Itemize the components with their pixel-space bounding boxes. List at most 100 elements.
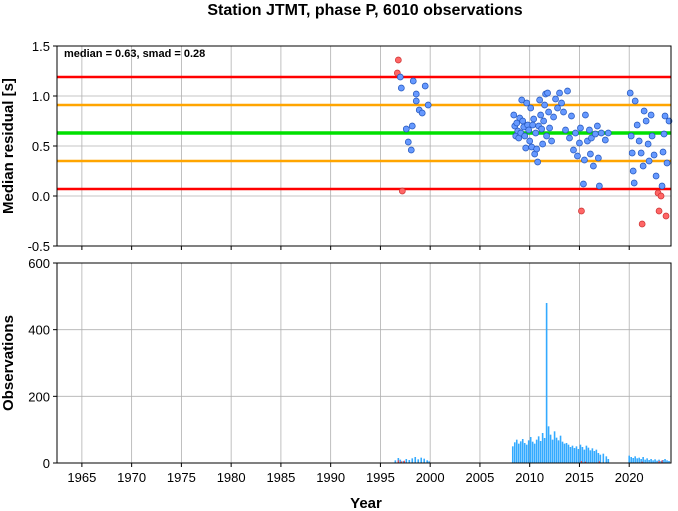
observation-bar: [565, 443, 568, 463]
observation-bar: [555, 437, 558, 463]
observation-bar: [529, 437, 532, 463]
residual-point: [396, 73, 404, 81]
residual-point: [566, 134, 573, 142]
observation-bar: [660, 461, 662, 463]
residual-point: [424, 101, 432, 109]
observation-bar: [535, 439, 538, 463]
residual-point: [580, 180, 587, 188]
residual-point: [536, 96, 543, 104]
observation-bar: [602, 453, 605, 463]
observation-bar: [642, 457, 644, 463]
observation-bar: [553, 431, 556, 463]
observation-bar: [644, 459, 646, 463]
residual-point: [590, 162, 597, 170]
y-tick-label: 400: [28, 323, 50, 338]
observations-grid: [57, 262, 671, 464]
residual-points: [393, 56, 673, 228]
residual-point: [418, 109, 426, 117]
observation-bar: [411, 458, 414, 463]
observation-bar: [656, 460, 658, 463]
residual-point: [638, 220, 646, 228]
observation-bar: [545, 303, 548, 463]
residual-point: [408, 122, 416, 130]
x-tick-label: 1975: [167, 470, 196, 485]
residual-point: [587, 150, 594, 158]
residual-point: [588, 134, 595, 142]
observations-bars: [394, 303, 670, 463]
observation-bar: [513, 442, 516, 463]
residual-point: [596, 182, 603, 190]
residual-point: [522, 144, 530, 152]
residual-point: [574, 152, 581, 160]
observation-bar: [549, 434, 552, 463]
stats-annotation: median = 0.63, smad = 0.28: [64, 48, 205, 60]
y-tick-label: 600: [28, 256, 50, 271]
residual-point: [552, 95, 559, 103]
observation-bar: [589, 450, 592, 463]
outlier-observation-bar: [661, 460, 663, 463]
residual-point: [421, 82, 429, 90]
residual-point: [540, 117, 547, 125]
observation-bar: [420, 457, 423, 463]
residual-point: [581, 156, 588, 164]
observation-bar: [605, 456, 608, 463]
outlier-observation-bar: [580, 461, 583, 463]
residual-point: [604, 129, 612, 137]
x-tick-label: 2015: [565, 470, 594, 485]
residual-point: [556, 89, 563, 97]
observation-bar: [593, 451, 596, 463]
residual-point: [657, 192, 665, 200]
residual-point: [633, 121, 641, 129]
observation-bar: [527, 440, 530, 463]
outlier-observation-bar: [598, 461, 600, 463]
observation-bar: [579, 444, 582, 463]
observation-bar: [559, 435, 562, 463]
residual-point: [644, 140, 652, 148]
residual-panel: -0.5 0.0 0.5 1.0 1.5 median = 0.63, smad = 0…: [0, 39, 673, 254]
y-tick-label: 1.0: [32, 89, 50, 104]
observation-bar: [537, 436, 540, 463]
observation-bar: [575, 446, 578, 463]
observation-bar: [577, 449, 580, 463]
observation-bar: [583, 449, 586, 463]
residual-y-axis-label: Median residual [s]: [0, 78, 17, 214]
residual-point: [529, 121, 537, 129]
residual-point: [394, 56, 402, 64]
residual-point: [582, 111, 589, 119]
residual-point: [595, 154, 602, 162]
residual-point: [570, 146, 577, 154]
residual-point: [564, 87, 571, 95]
residual-point: [601, 136, 609, 144]
residual-point: [530, 115, 538, 123]
residual-point: [533, 145, 541, 153]
observation-bar: [423, 458, 426, 463]
residual-point: [655, 207, 663, 215]
y-tick-label: 0.5: [32, 139, 50, 154]
residual-point: [412, 97, 420, 105]
x-tick-label: 2000: [416, 470, 445, 485]
observation-bar: [563, 443, 566, 463]
outlier-observation-bar: [403, 460, 405, 463]
observations-y-axis-label: Observations: [0, 315, 17, 411]
observation-bar: [426, 460, 428, 463]
observation-bar: [630, 457, 632, 463]
x-tick-label: 1985: [266, 470, 295, 485]
observation-bar: [628, 455, 631, 463]
residual-point: [660, 130, 668, 138]
observation-bar: [511, 446, 514, 463]
residual-point: [642, 117, 650, 125]
observation-bar: [517, 443, 520, 463]
observation-bar: [539, 441, 542, 463]
observation-bar: [599, 454, 602, 463]
residual-point: [577, 124, 584, 132]
observation-bar: [666, 460, 668, 463]
observation-bar: [636, 458, 638, 463]
observation-bar: [567, 444, 570, 463]
observation-bar: [525, 444, 528, 463]
observation-bar: [557, 440, 560, 463]
residual-point: [397, 84, 405, 92]
residual-point: [407, 146, 415, 154]
residual-point: [659, 148, 667, 156]
x-tick-label: 1965: [67, 470, 96, 485]
